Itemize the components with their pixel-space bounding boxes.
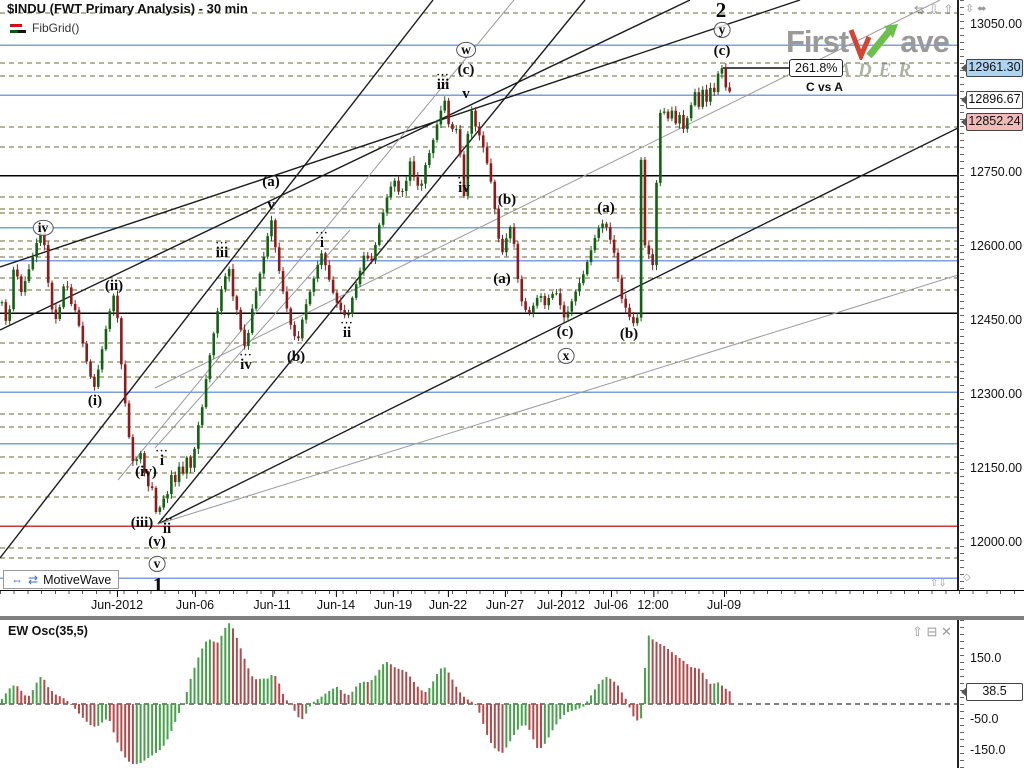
chart-pan-icons[interactable]: ⇆ ⇩ ⇧ — [914, 2, 954, 17]
fib-comparison-label: C vs A — [806, 80, 843, 94]
wave-label[interactable]: ··· ii — [160, 514, 174, 538]
wave-label[interactable]: (i) — [87, 393, 103, 410]
wave-label[interactable]: y — [713, 21, 731, 39]
wave-label[interactable]: ··· i — [155, 446, 169, 470]
price-chart-pane[interactable]: First ave TRADER iv (ii) (i) (iv) ··· i (iii) ·… — [0, 0, 958, 590]
fibgrid-lines — [0, 12, 958, 579]
logo-wave-arrow-icon — [848, 24, 899, 60]
candlesticks — [0, 63, 731, 515]
wave-label[interactable]: ··· i — [315, 228, 329, 252]
wave-label[interactable]: ··· iv — [457, 173, 471, 197]
wave-label[interactable]: x — [557, 347, 575, 365]
wave-label[interactable]: ··· iii — [215, 238, 229, 262]
pane-splitter[interactable] — [0, 616, 1024, 620]
wave-label[interactable]: (c) — [713, 43, 731, 60]
price-tag-white: 12896.67 — [966, 90, 1023, 109]
wave-label[interactable]: w — [456, 41, 476, 59]
motivewave-label: MotiveWave — [43, 572, 112, 587]
price-chart-canvas[interactable] — [0, 0, 958, 590]
wave-label[interactable]: (c) — [556, 324, 574, 341]
wave-label[interactable]: (a) — [597, 200, 615, 217]
wave-label[interactable]: (b) — [619, 326, 639, 343]
time-axis[interactable]: Jun-2012 Jun-06 Jun-11 Jun-14 Jun-19 Jun-22 Ju… — [0, 590, 1024, 617]
wave-label[interactable]: (b) — [497, 192, 517, 209]
oscillator-controls-icons[interactable]: ⇧ ⊟ ✕ — [912, 624, 952, 639]
motivewave-arrow2-icon: ⇄ — [28, 572, 39, 587]
wave-label[interactable]: (v) — [148, 534, 166, 551]
time-axis-label: Jun-2012 — [90, 591, 144, 612]
legend-fibgrid[interactable]: FibGrid() — [10, 21, 79, 35]
price-axis-label: 12600.00 — [970, 239, 1023, 253]
logo-text-ave: ave — [900, 24, 950, 59]
wave-label[interactable]: ··· ii — [340, 318, 354, 342]
trendlines — [0, 0, 958, 559]
fibgrid-label: FibGrid() — [32, 21, 80, 35]
wave-label[interactable]: v — [148, 555, 166, 573]
price-axis-label: 12150.00 — [970, 461, 1023, 475]
time-axis-label: Jun-11 — [253, 591, 291, 612]
wave-label[interactable]: v — [462, 86, 470, 103]
fib-level-callout[interactable]: 261.8% — [789, 59, 844, 77]
wave-label[interactable]: ··· iv — [239, 350, 253, 374]
time-axis-label: Jun-14 — [316, 591, 356, 612]
chart-scroll-icons[interactable]: ⇧⇩ — [930, 578, 947, 589]
price-axis-label: 12000.00 — [970, 535, 1023, 549]
wave-label[interactable]: ··· iii — [436, 70, 450, 94]
price-axis-label: 12300.00 — [970, 387, 1023, 401]
time-axis-label: Jun-27 — [485, 591, 525, 612]
wave-label[interactable]: (iv) — [135, 464, 157, 481]
motivewave-arrow-icon: ⇔ — [11, 572, 23, 587]
wave-label[interactable]: (a) — [493, 271, 511, 288]
price-axis-ticks — [960, 0, 965, 590]
price-axis-label: 12450.00 — [970, 313, 1023, 327]
osc-axis-label: -150.0 — [970, 743, 1006, 758]
time-axis-label: Jul-06 — [593, 591, 629, 612]
oscillator-axis[interactable]: 150.0 -50.0 -150.0 38.5 — [958, 620, 1024, 768]
wave-label[interactable]: 1 — [152, 572, 164, 590]
time-axis-label: Jul-2012 — [537, 591, 585, 612]
time-axis-label: Jun-19 — [373, 591, 413, 612]
wave-label[interactable]: (iii) — [130, 515, 154, 532]
wave-label[interactable]: 2 — [715, 0, 727, 22]
logo-text-first: First — [786, 24, 849, 59]
osc-axis-label: 150.0 — [970, 650, 1002, 665]
chart-title: $INDU (FWT Primary Analysis) - 30 min — [7, 1, 248, 16]
wave-label[interactable]: (c) — [457, 62, 475, 79]
oscillator-canvas[interactable] — [0, 620, 958, 768]
time-axis-label: Jul-09 — [706, 591, 742, 612]
wave-label[interactable]: (ii) — [104, 278, 124, 295]
motivewave-badge[interactable]: ⇔ ⇄ MotiveWave — [3, 570, 120, 589]
wave-label[interactable]: iv — [32, 219, 54, 237]
time-axis-label: 12:00 — [637, 591, 669, 612]
wave-label[interactable]: (b) — [286, 349, 306, 366]
time-axis-label: Jun-06 — [175, 591, 215, 612]
price-axis-controls-icon[interactable]: ⇳ ⬌ — [965, 3, 987, 15]
wave-label[interactable]: (a) — [262, 174, 280, 191]
wave-label[interactable]: v — [267, 197, 275, 214]
oscillator-pane[interactable]: EW Osc(35,5) ⇧ ⊟ ✕ — [0, 620, 958, 768]
price-axis-label: 13050.00 — [970, 16, 1023, 31]
time-axis-label: Jun-22 — [428, 591, 468, 612]
price-axis-label: 12750.00 — [970, 165, 1023, 179]
price-axis[interactable]: ⇳ ⬌ ◇ 13050.00 12750.00 12600.00 12450.00 12… — [958, 0, 1024, 590]
fibgrid-swatch-icon — [10, 23, 26, 33]
osc-axis-label: -50.0 — [970, 712, 999, 727]
price-axis-marker-icon: ◇ — [963, 572, 971, 583]
oscillator-title: EW Osc(35,5) — [8, 624, 88, 638]
osc-last-value-tag: 38.5 — [966, 683, 1023, 702]
price-tag-blue: 12961.30 — [966, 58, 1023, 77]
price-tag-red: 12852.24 — [966, 112, 1023, 131]
